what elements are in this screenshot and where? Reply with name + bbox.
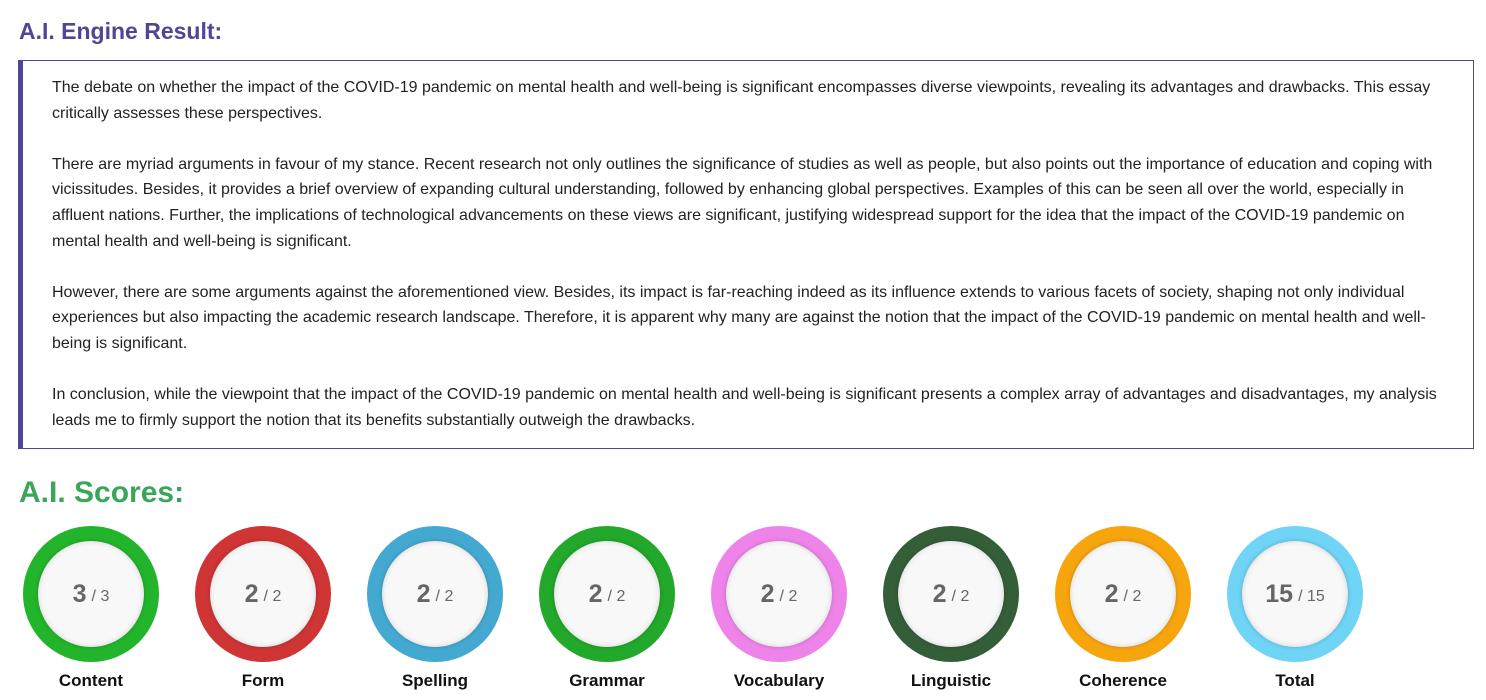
score-inner: 2/ 2 (898, 541, 1004, 647)
score-inner: 2/ 2 (1070, 541, 1176, 647)
score-card: 2/ 2 Vocabulary (711, 526, 847, 691)
score-inner: 2/ 2 (554, 541, 660, 647)
score-inner: 2/ 2 (210, 541, 316, 647)
score-card: 2/ 2 Grammar (539, 526, 675, 691)
score-inner: 15/ 15 (1242, 541, 1348, 647)
score-card: 2/ 2 Spelling (367, 526, 503, 691)
score-ring: 2/ 2 (539, 526, 675, 662)
score-card: 2/ 2 Linguistic (883, 526, 1019, 691)
score-label: Linguistic (910, 671, 992, 690)
score-card: 2/ 2 Coherence (1055, 526, 1191, 691)
essay-box: The debate on whether the impact of the … (18, 60, 1474, 449)
score-label: Total (1275, 671, 1315, 690)
result-title: A.I. Engine Result: (19, 18, 223, 44)
score-max: / 2 (779, 587, 798, 605)
score-ring: 2/ 2 (711, 526, 847, 662)
score-inner: 2/ 2 (382, 541, 488, 647)
score-value: 15 (1265, 579, 1294, 608)
score-ring: 2/ 2 (1055, 526, 1191, 662)
score-value: 2 (244, 579, 259, 608)
score-label: Spelling (401, 671, 469, 690)
score-inner: 3/ 3 (38, 541, 144, 647)
score-max: / 2 (951, 587, 970, 605)
score-card: 2/ 2 Form (195, 526, 331, 691)
essay-paragraph: In conclusion, while the viewpoint that … (52, 386, 1437, 429)
essay-paragraph: There are myriad arguments in favour of … (52, 155, 1433, 250)
score-value: 2 (932, 579, 947, 608)
score-max: / 2 (435, 587, 454, 605)
score-inner: 2/ 2 (726, 541, 832, 647)
score-label: Coherence (1079, 671, 1167, 690)
score-ring: 2/ 2 (195, 526, 331, 662)
scores-title: A.I. Scores: (19, 476, 185, 509)
score-ring: 2/ 2 (367, 526, 503, 662)
score-value: 2 (1104, 579, 1119, 608)
score-label: Form (241, 671, 285, 690)
score-max: / 3 (91, 587, 110, 605)
score-max: / 15 (1298, 587, 1325, 605)
essay-paragraph: However, there are some arguments agains… (52, 283, 1426, 352)
score-max: / 2 (263, 587, 282, 605)
score-value: 2 (588, 579, 603, 608)
score-value: 2 (760, 579, 775, 608)
score-value: 3 (72, 579, 87, 608)
score-card: 3/ 3 Content (23, 526, 159, 691)
score-ring: 2/ 2 (883, 526, 1019, 662)
essay-paragraph: The debate on whether the impact of the … (52, 79, 1431, 122)
score-max: / 2 (607, 587, 626, 605)
score-ring: 15/ 15 (1227, 526, 1363, 662)
score-value: 2 (416, 579, 431, 608)
score-max: / 2 (1123, 587, 1142, 605)
score-label: Content (58, 671, 124, 690)
score-label: Vocabulary (733, 671, 825, 690)
score-ring: 3/ 3 (23, 526, 159, 662)
score-label: Grammar (569, 671, 645, 690)
score-card: 15/ 15 Total (1227, 526, 1363, 691)
